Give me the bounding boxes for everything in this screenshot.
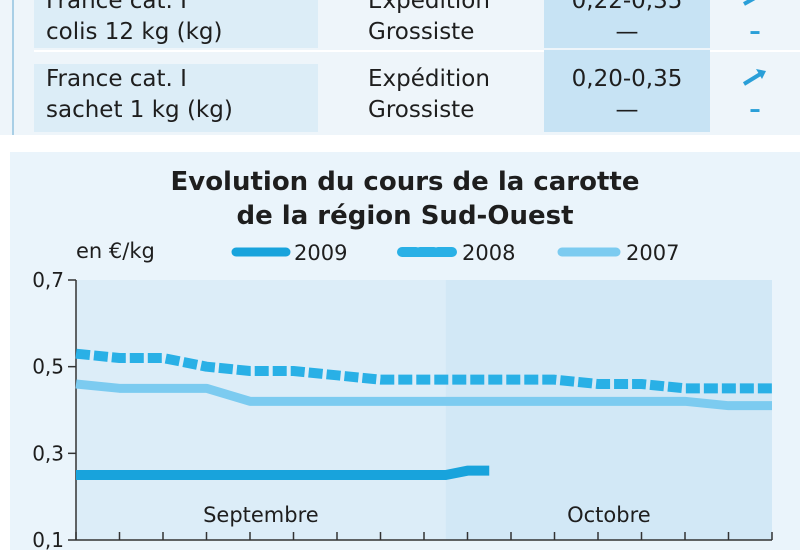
row-divider: [34, 50, 800, 52]
y-axis: 0,7 0,5 0,3 0,1: [32, 268, 77, 550]
series-2007: [75, 379, 773, 411]
y-tick-label: 0,5: [32, 355, 64, 379]
y-tick-label: 0,3: [32, 441, 64, 465]
trend-empty: –: [749, 19, 761, 45]
stage-label: Grossiste: [368, 97, 475, 123]
plot-area-october: [445, 280, 772, 540]
chart-title-line1: Evolution du cours de la carotte: [170, 167, 640, 197]
price-range: 0,22-0,35: [571, 0, 683, 14]
product-name: France cat. I: [46, 66, 187, 92]
legend-label-2007: 2007: [626, 241, 679, 265]
legend-item-2009: 2009: [231, 241, 347, 265]
stage-label: Expédition: [368, 0, 490, 14]
series-2009: [75, 465, 490, 480]
stage-label: Grossiste: [368, 19, 475, 45]
y-axis-label: en €/kg: [76, 239, 155, 263]
period-label: Octobre: [567, 503, 651, 527]
series-line-2009: [76, 465, 490, 480]
legend-label-2009: 2009: [294, 241, 347, 265]
period-labels: Septembre Octobre: [203, 503, 651, 527]
y-tick-label: 0,7: [32, 268, 64, 292]
legend: 2009 2008 2007: [231, 241, 679, 265]
series-2008: [75, 348, 773, 394]
stage-cell: Expédition Grossiste: [318, 0, 544, 48]
product-name: France cat. I: [46, 0, 187, 14]
price-empty: —: [615, 19, 639, 45]
legend-item-2008: 2008: [397, 241, 515, 265]
chart-panel: Evolution du cours de la carotte de la r…: [10, 152, 800, 550]
period-label: Septembre: [203, 503, 319, 527]
trend-cell: –: [710, 0, 800, 48]
arrow-up-right-icon: [710, 0, 800, 17]
x-axis: [75, 532, 773, 541]
product-packaging: colis 12 kg (kg): [46, 19, 223, 45]
price-range: 0,20-0,35: [571, 66, 683, 92]
stage-cell: Expédition Grossiste: [318, 64, 544, 132]
price-cell: 0,20-0,35 —: [544, 50, 710, 132]
product-cell: France cat. I sachet 1 kg (kg): [34, 64, 318, 132]
legend-item-2007: 2007: [557, 241, 679, 265]
price-table: France cat. I colis 12 kg (kg) Expéditio…: [0, 0, 800, 135]
chart-title-line2: de la région Sud-Ouest: [236, 201, 574, 231]
price-empty: —: [615, 97, 639, 123]
table-left-rule: [12, 0, 14, 135]
arrow-up-right-icon: [710, 64, 800, 95]
product-cell: France cat. I colis 12 kg (kg): [34, 0, 318, 48]
series-layer: [75, 348, 773, 480]
price-cell: 0,22-0,35 —: [544, 0, 710, 48]
trend-empty: –: [749, 97, 761, 123]
stage-label: Expédition: [368, 66, 490, 92]
legend-label-2008: 2008: [462, 241, 515, 265]
product-packaging: sachet 1 kg (kg): [46, 97, 233, 123]
trend-cell: –: [710, 64, 800, 132]
line-chart: en €/kg 2009 2008 2007 0,7 0,5 0,3 0,1 Sept…: [32, 239, 773, 550]
y-tick-label: 0,1: [32, 528, 64, 550]
